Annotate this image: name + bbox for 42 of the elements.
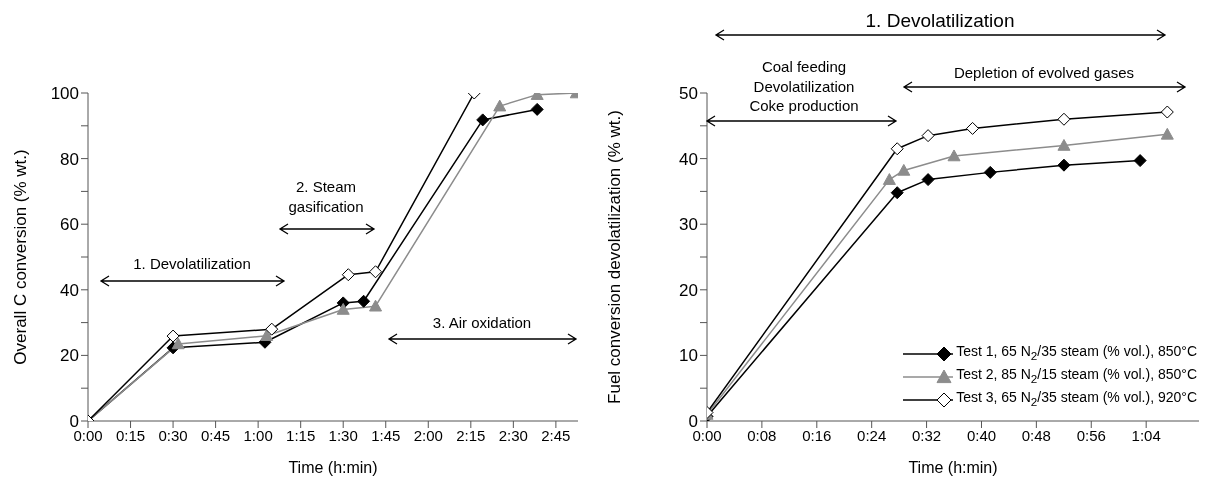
- y-tick-label: 100: [50, 84, 79, 104]
- x-tick-label: 0:48: [1021, 426, 1051, 444]
- y-tick-label: 40: [60, 280, 79, 300]
- annotation: 3. Air oxidation: [432, 314, 532, 332]
- annotation: 2. Steam gasification: [288, 178, 364, 215]
- x-tick-label: 0:40: [966, 426, 997, 444]
- y-tick-label: 10: [679, 346, 698, 366]
- y-tick-label: 20: [60, 346, 79, 366]
- x-tick-label: 2:45: [541, 426, 571, 444]
- x-tick-label: 1:30: [328, 426, 358, 444]
- x-tick-label: 0:08: [747, 426, 777, 444]
- y-axis-title: Overall C conversion (% wt.): [11, 149, 31, 365]
- annotation: Coal feeding Devolatilization Coke production: [749, 58, 859, 115]
- y-tick-label: 20: [679, 280, 698, 300]
- text: Depletion of evolved gases: [953, 64, 1135, 82]
- x-tick-label: 0:56: [1076, 426, 1106, 444]
- x-tick-label: 2:15: [456, 426, 486, 444]
- x-tick-label: 0:30: [158, 426, 188, 444]
- x-tick-label: 1:45: [371, 426, 401, 444]
- x-tick-label: 0:24: [857, 426, 887, 444]
- y-tick-label: 80: [60, 149, 79, 169]
- x-axis-title: Time (h:min): [288, 459, 378, 476]
- x-tick-label: 0:16: [802, 426, 832, 444]
- x-tick-label: 1:00: [243, 426, 273, 444]
- y-tick-label: 40: [679, 149, 698, 169]
- x-tick-label: 0:15: [115, 426, 146, 444]
- legend-label: Test 2, 85 N$_{2}$/15 steam (% vol.), 850°C: [956, 365, 1197, 387]
- x-tick-label: 1:15: [286, 426, 316, 444]
- legend-label: Test 3, 65 N$_{2}$/35 steam (% vol.), 920°C: [956, 388, 1197, 410]
- x-tick-label: 0:45: [201, 426, 231, 444]
- legend-label: Test 1, 65 N$_{2}$/35 steam (% vol.), 850°C: [956, 342, 1197, 364]
- text: 1. Devolatilization: [865, 9, 1015, 31]
- x-tick-label: 2:00: [413, 426, 443, 444]
- y-axis-title: Fuel conversion devolatilization (% wt.): [605, 110, 625, 404]
- y-tick-label: 50: [679, 84, 698, 104]
- x-tick-label: 2:30: [498, 426, 528, 444]
- y-tick-label: 60: [60, 215, 79, 235]
- y-tick-label: 30: [679, 215, 698, 235]
- annotation: 1. Devolatilization: [133, 255, 251, 273]
- x-tick-label: 0:32: [911, 426, 942, 444]
- x-tick-label: 1:04: [1131, 426, 1161, 444]
- x-axis-title: Time (h:min): [908, 459, 998, 476]
